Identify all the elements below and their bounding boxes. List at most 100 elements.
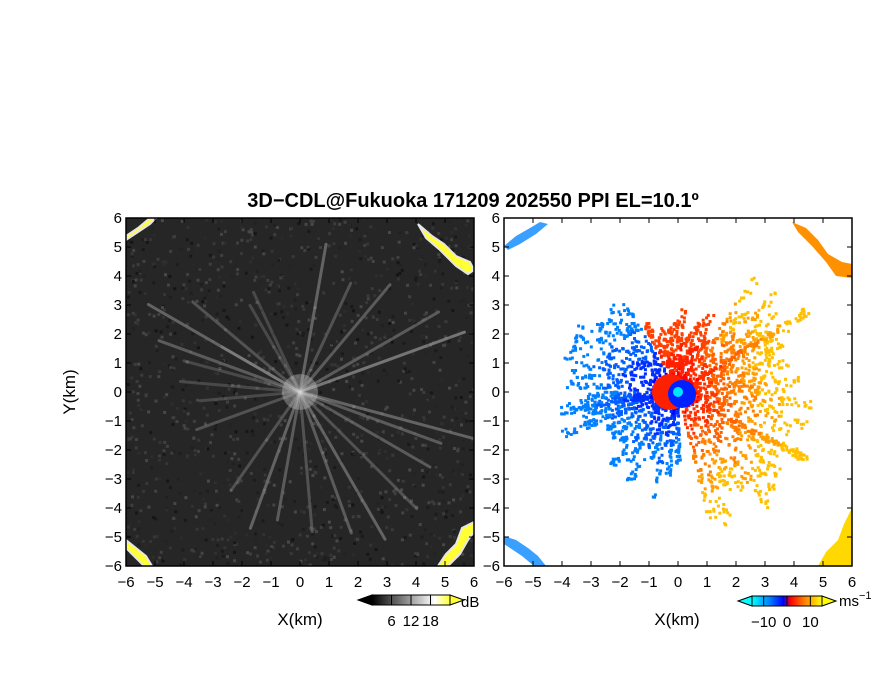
velocity-gate [690, 361, 694, 365]
velocity-gate [601, 367, 605, 371]
reflectivity-speckle [384, 505, 388, 509]
velocity-gate [711, 359, 715, 363]
velocity-gate [583, 341, 587, 345]
velocity-gate [682, 316, 686, 320]
velocity-gate [734, 410, 738, 414]
reflectivity-speckle [358, 380, 362, 384]
reflectivity-speckle [313, 470, 317, 474]
reflectivity-speckle [456, 449, 460, 453]
velocity-gate [560, 429, 564, 433]
velocity-gate [622, 373, 626, 377]
velocity-gate [735, 368, 739, 372]
reflectivity-speckle [330, 219, 334, 223]
velocity-gate [659, 332, 663, 336]
reflectivity-speckle [140, 424, 144, 428]
reflectivity-speckle [385, 526, 389, 530]
velocity-gate [744, 312, 748, 316]
velocity-gate [681, 355, 685, 359]
reflectivity-speckle [145, 482, 149, 486]
velocity-gate [655, 480, 659, 484]
reflectivity-speckle [319, 409, 323, 413]
velocity-gate [737, 385, 741, 389]
velocity-gate [757, 491, 761, 495]
velocity-gate [799, 456, 803, 460]
velocity-gate [765, 336, 769, 340]
reflectivity-speckle [374, 227, 378, 231]
reflectivity-speckle [217, 227, 221, 231]
velocity-gate [617, 410, 621, 414]
velocity-gate [719, 355, 723, 359]
reflectivity-speckle [253, 412, 257, 416]
velocity-gate [673, 413, 677, 417]
velocity-gate [703, 462, 707, 466]
velocity-gate [682, 363, 686, 367]
velocity-gate [590, 398, 594, 402]
reflectivity-speckle [195, 299, 199, 303]
reflectivity-speckle [158, 441, 162, 445]
velocity-gate [766, 322, 770, 326]
reflectivity-speckle [305, 534, 309, 538]
velocity-gate [692, 448, 696, 452]
reflectivity-speckle [416, 246, 420, 250]
velocity-gate [770, 338, 774, 342]
velocity-gate [713, 366, 717, 370]
velocity-gate [728, 362, 732, 366]
velocity-gate [710, 484, 714, 488]
velocity-gate [761, 449, 765, 453]
reflectivity-speckle [148, 312, 152, 316]
reflectivity-speckle [130, 240, 134, 244]
velocity-gate [693, 326, 697, 330]
velocity-gate [644, 427, 648, 431]
reflectivity-speckle [213, 481, 217, 485]
reflectivity-speckle [471, 302, 474, 306]
velocity-gate [740, 422, 744, 426]
reflectivity-speckle [267, 287, 271, 291]
reflectivity-speckle [424, 263, 428, 267]
velocity-gate [599, 419, 603, 423]
velocity-gate [682, 376, 686, 380]
velocity-gate [728, 358, 732, 362]
reflectivity-speckle [311, 370, 315, 374]
velocity-x-tick-label: 3 [761, 574, 769, 591]
velocity-gate [616, 407, 620, 411]
velocity-gate [706, 313, 710, 317]
velocity-gate [612, 463, 616, 467]
reflectivity-speckle [350, 319, 354, 323]
velocity-gate [741, 377, 745, 381]
velocity-gate [688, 414, 692, 418]
velocity-gate [740, 384, 744, 388]
velocity-gate [608, 371, 612, 375]
reflectivity-speckle [419, 254, 423, 258]
reflectivity-speckle [333, 496, 337, 500]
reflectivity-speckle [180, 286, 184, 290]
velocity-gate [651, 373, 655, 377]
reflectivity-speckle [429, 545, 433, 549]
reflectivity-speckle [280, 505, 284, 509]
velocity-gate [680, 336, 684, 340]
velocity-gate [686, 431, 690, 435]
velocity-gate [733, 428, 737, 432]
velocity-gate [769, 398, 773, 402]
reflectivity-speckle [432, 222, 436, 226]
velocity-gate [720, 417, 724, 421]
velocity-gate [717, 399, 721, 403]
velocity-gate [771, 485, 775, 489]
reflectivity-speckle [439, 356, 443, 360]
reflectivity-speckle [339, 357, 343, 361]
velocity-gate [709, 422, 713, 426]
velocity-gate [714, 377, 718, 381]
reflectivity-speckle [437, 253, 441, 257]
velocity-gate [691, 403, 695, 407]
reflectivity-speckle [313, 513, 317, 517]
reflectivity-speckle [385, 405, 389, 409]
reflectivity-speckle [250, 233, 254, 237]
reflectivity-speckle [438, 494, 442, 498]
velocity-gate [644, 355, 648, 359]
velocity-gate [764, 330, 768, 334]
reflectivity-speckle [380, 246, 384, 250]
velocity-gate [704, 397, 708, 401]
reflectivity-speckle [150, 455, 154, 459]
reflectivity-speckle [336, 374, 340, 378]
velocity-gate [624, 411, 628, 415]
velocity-gate [733, 413, 737, 417]
